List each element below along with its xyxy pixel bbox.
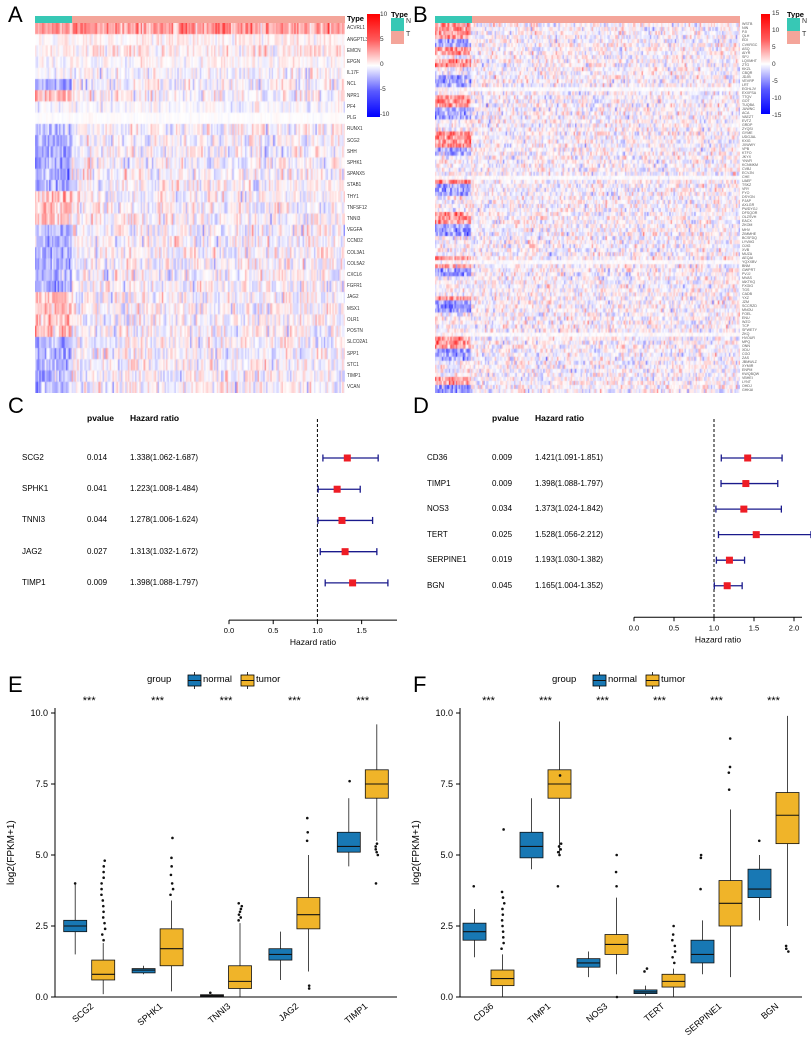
svg-text:7.5: 7.5 bbox=[440, 779, 453, 789]
svg-text:1.0: 1.0 bbox=[312, 626, 322, 635]
svg-text:0.0: 0.0 bbox=[35, 992, 48, 1002]
svg-text:***: *** bbox=[482, 695, 496, 707]
svg-text:***: *** bbox=[767, 695, 781, 707]
svg-text:***: *** bbox=[539, 695, 553, 707]
svg-text:1.5: 1.5 bbox=[356, 626, 366, 635]
svg-text:0.0: 0.0 bbox=[629, 623, 639, 632]
svg-text:***: *** bbox=[220, 695, 234, 707]
svg-text:***: *** bbox=[151, 695, 165, 707]
svg-text:0.0: 0.0 bbox=[224, 626, 234, 635]
svg-text:Hazard ratio: Hazard ratio bbox=[290, 637, 337, 647]
svg-text:7.5: 7.5 bbox=[35, 779, 48, 789]
svg-text:5.0: 5.0 bbox=[35, 850, 48, 860]
svg-text:Hazard ratio: Hazard ratio bbox=[695, 634, 742, 644]
svg-text:***: *** bbox=[710, 695, 724, 707]
svg-text:10.0: 10.0 bbox=[435, 708, 453, 718]
svg-text:10.0: 10.0 bbox=[30, 708, 48, 718]
svg-text:2.0: 2.0 bbox=[789, 623, 799, 632]
svg-text:1.5: 1.5 bbox=[749, 623, 759, 632]
svg-text:5.0: 5.0 bbox=[440, 850, 453, 860]
svg-text:***: *** bbox=[653, 695, 667, 707]
svg-text:0.5: 0.5 bbox=[268, 626, 278, 635]
svg-text:0.0: 0.0 bbox=[440, 992, 453, 1002]
svg-text:***: *** bbox=[288, 695, 302, 707]
svg-text:0.5: 0.5 bbox=[669, 623, 679, 632]
svg-text:2.5: 2.5 bbox=[440, 921, 453, 931]
svg-text:2.5: 2.5 bbox=[35, 921, 48, 931]
svg-text:1.0: 1.0 bbox=[709, 623, 719, 632]
svg-text:***: *** bbox=[356, 695, 370, 707]
svg-text:***: *** bbox=[83, 695, 97, 707]
svg-text:***: *** bbox=[596, 695, 610, 707]
